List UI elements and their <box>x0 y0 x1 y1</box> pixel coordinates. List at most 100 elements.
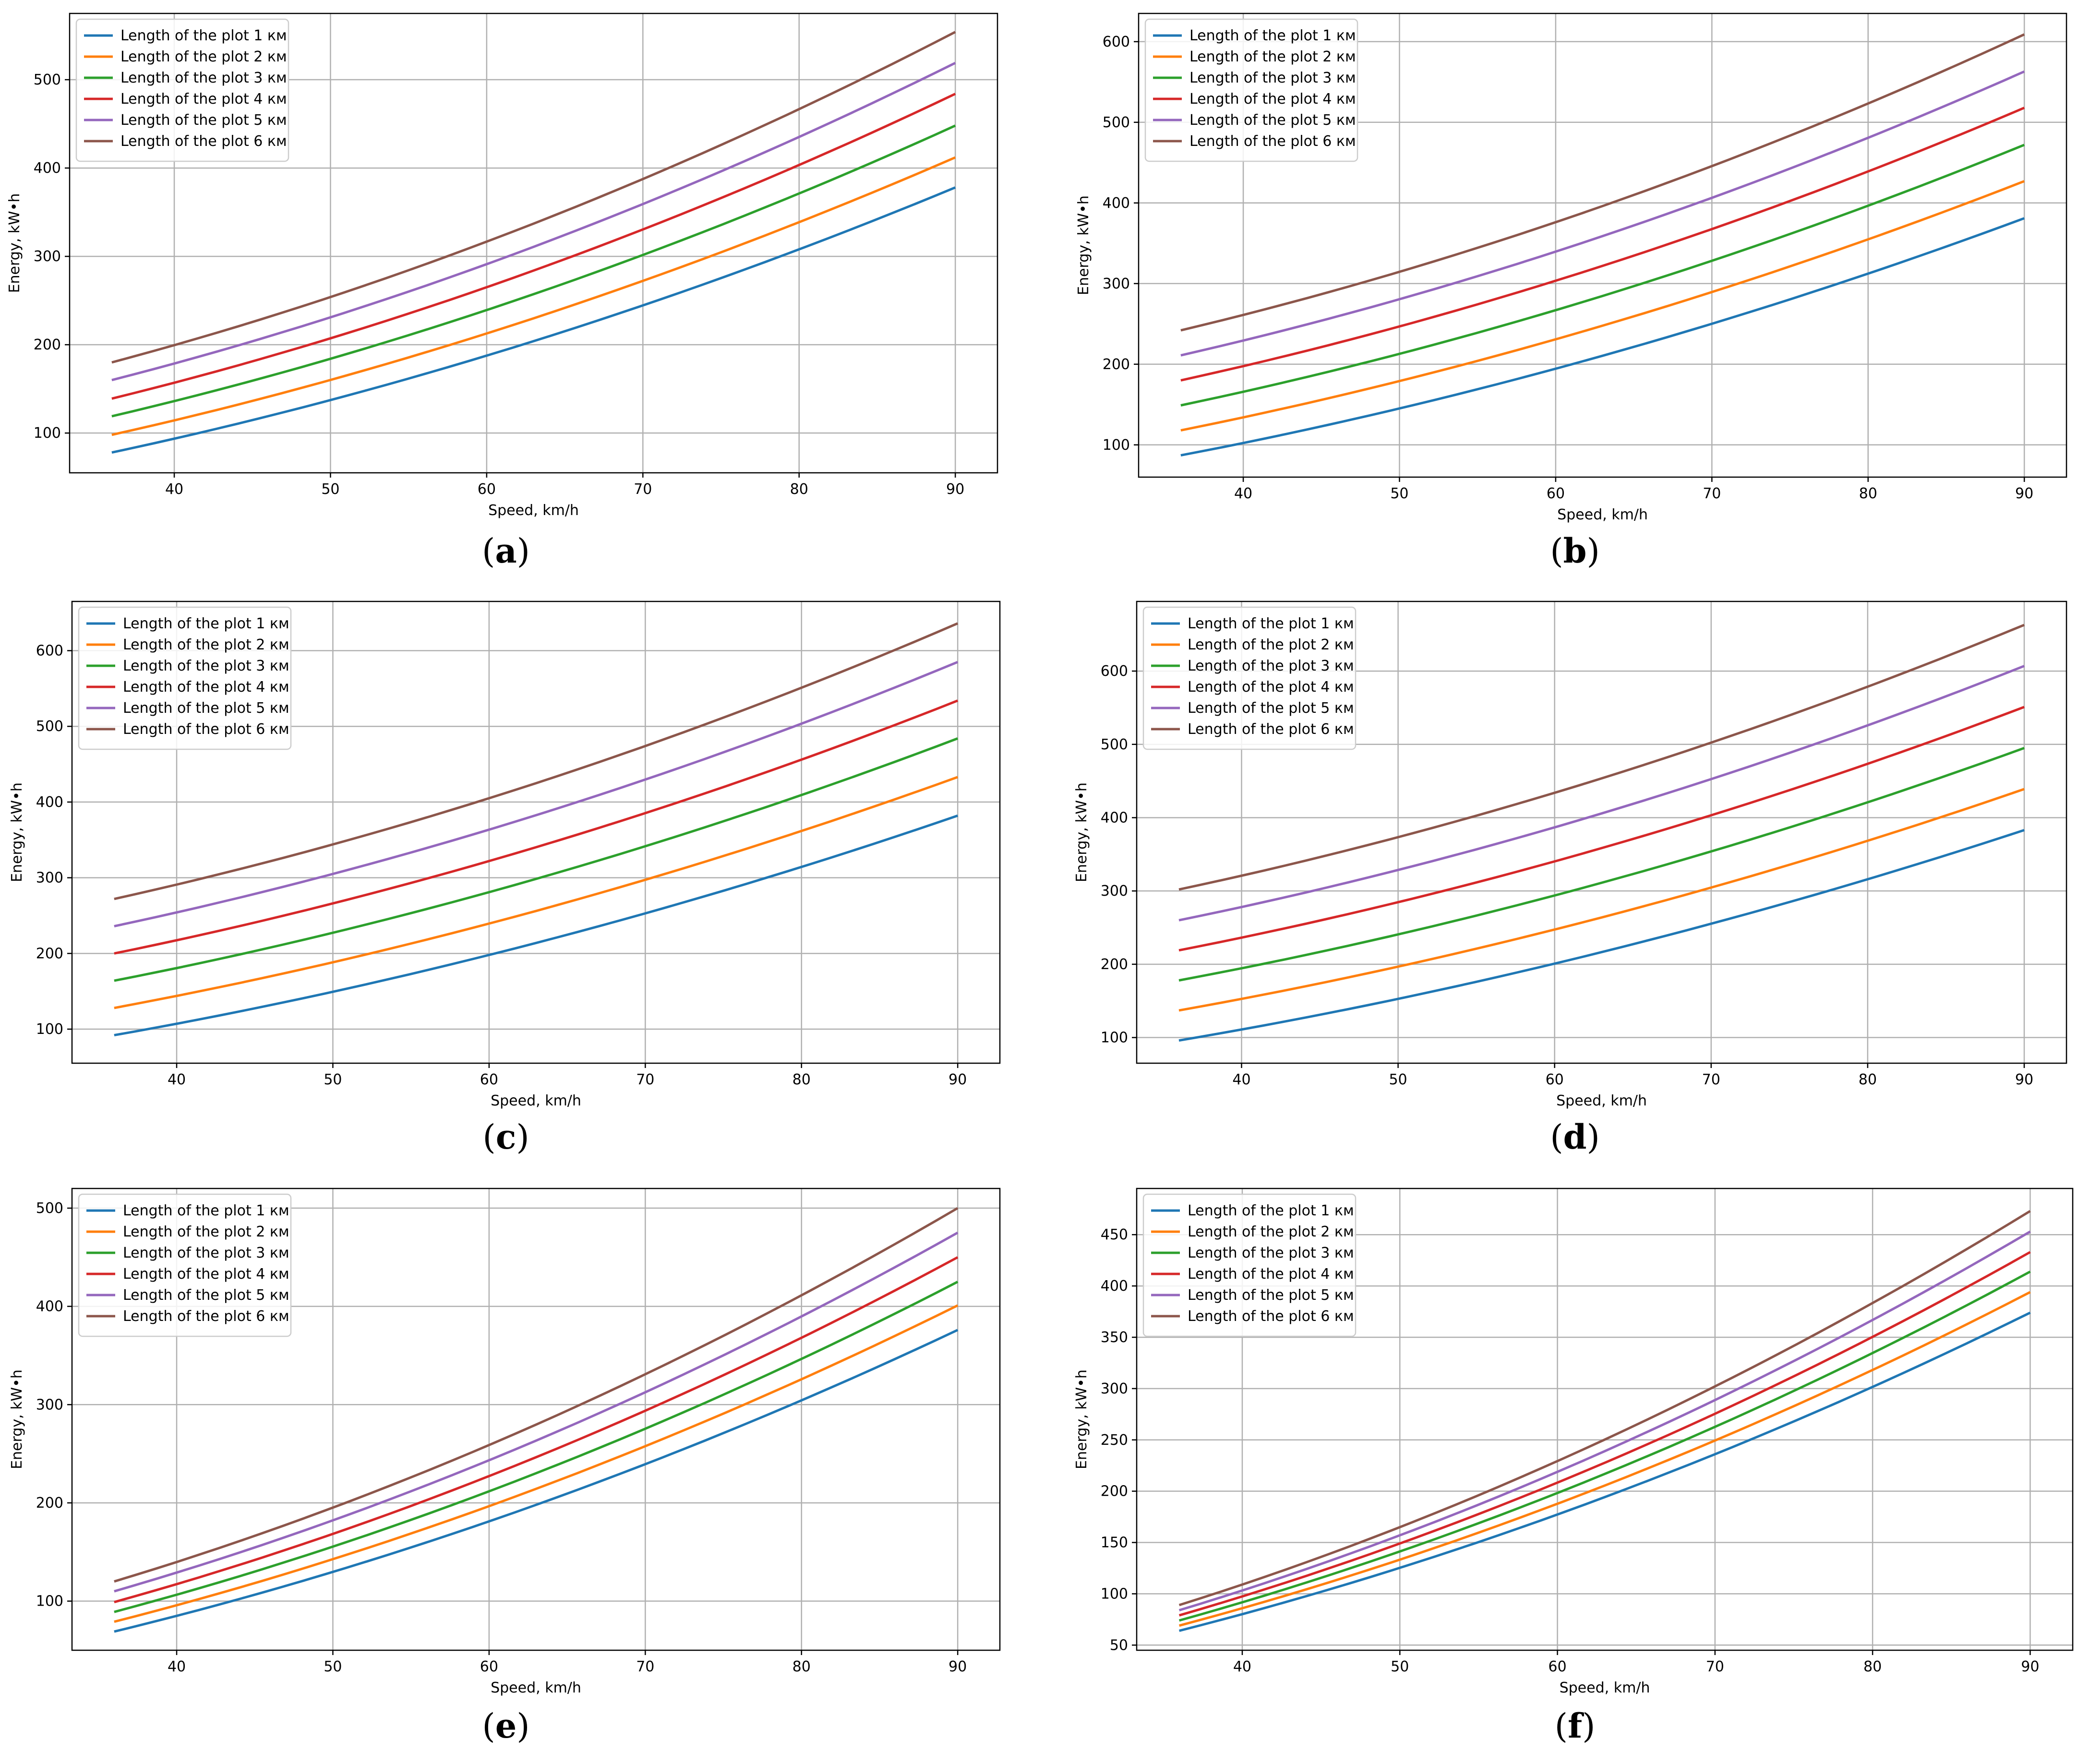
legend-entry-5: Length of the plot 5 км <box>1188 1287 1354 1304</box>
caption-open-paren: ( <box>482 531 495 571</box>
legend-box <box>75 18 289 162</box>
y-tick-label: 400 <box>1103 195 1130 212</box>
series-line-5 <box>114 1231 959 1593</box>
y-tick-label: 500 <box>36 718 63 735</box>
y-tick-label: 200 <box>36 1495 63 1512</box>
y-tick-label: 200 <box>34 336 61 353</box>
series-line-2 <box>1178 1291 2031 1627</box>
y-tick-label: 600 <box>36 643 63 660</box>
legend-entry-4: Length of the plot 4 км <box>123 1266 289 1283</box>
series-line-2 <box>1180 180 2025 432</box>
series-line-2 <box>114 1304 959 1623</box>
caption-close-paren: ) <box>517 531 530 571</box>
series-line-5 <box>114 660 959 928</box>
x-tick-label: 60 <box>480 1658 498 1675</box>
chart-panel-d: 40 50 60 70 80 90 100 200 300 400 500 600 Speed, km/… <box>1073 600 2067 1157</box>
series-line-2 <box>114 776 958 1009</box>
series-line-4 <box>1178 706 2025 952</box>
y-tick-label: 150 <box>1101 1535 1128 1551</box>
legend-entry-1: Length of the plot 1 км <box>1188 615 1354 632</box>
x-tick-label: 80 <box>793 1658 811 1675</box>
x-tick-label: 40 <box>1232 1071 1250 1088</box>
legend: Length of the plot 1 км Length of the plo… <box>1144 18 1358 162</box>
y-tick-label: 300 <box>1101 1380 1128 1397</box>
y-tick-label: 400 <box>1101 809 1128 826</box>
panel-caption: (b) <box>1550 531 1600 571</box>
series-line-3 <box>1178 1270 2031 1622</box>
x-tick-label: 70 <box>634 481 652 498</box>
series-line-2 <box>111 156 956 436</box>
series-line-5 <box>1178 1230 2031 1611</box>
legend-entry-1: Length of the plot 1 км <box>1188 1202 1354 1219</box>
x-axis-label: Speed, km/h <box>1557 506 1648 523</box>
y-axis-label: Energy, kW•h <box>1075 195 1092 295</box>
x-tick-label: 70 <box>636 1071 654 1088</box>
x-tick-label: 40 <box>168 1071 186 1088</box>
axes-frame <box>1138 12 2067 478</box>
legend-entry-2: Length of the plot 2 км <box>123 636 289 653</box>
axes-frame <box>71 600 1001 1064</box>
x-tick-label: 50 <box>1390 485 1408 502</box>
y-tick-label: 100 <box>34 425 61 442</box>
caption-letter: f <box>1568 1706 1584 1746</box>
legend-entry-4: Length of the plot 4 км <box>1188 1266 1354 1283</box>
x-tick-label: 50 <box>324 1658 342 1675</box>
x-tick-label: 70 <box>1702 1071 1720 1088</box>
legend-entry-6: Length of the plot 6 км <box>1188 1308 1354 1325</box>
series-line-5 <box>1180 70 2025 357</box>
y-tick-label: 300 <box>36 1396 63 1413</box>
series-line-1 <box>1180 217 2025 457</box>
caption-open-paren: ( <box>482 1117 495 1157</box>
panel-caption: (d) <box>1550 1117 1600 1157</box>
y-tick-label: 300 <box>1103 276 1130 292</box>
x-tick-label: 60 <box>1546 1071 1564 1088</box>
y-tick-label: 250 <box>1101 1432 1128 1449</box>
caption-letter: c <box>496 1117 516 1157</box>
legend-entry-6: Length of the plot 6 км <box>1188 721 1354 738</box>
series-line-4 <box>1180 107 2025 382</box>
x-axis-label: Speed, km/h <box>488 502 579 519</box>
chart-panel-f: 40 50 60 70 80 90 50 100 150 200 250 300 350 400 450 Sp… <box>1073 1188 2074 1746</box>
panel-caption: (c) <box>482 1117 529 1157</box>
legend: Length of the plot 1 км Length of the plo… <box>78 606 292 750</box>
x-tick-label: 50 <box>321 481 339 498</box>
legend-box <box>78 606 292 750</box>
x-tick-label: 70 <box>1703 485 1721 502</box>
legend-entry-5: Length of the plot 5 км <box>1189 112 1356 129</box>
legend: Length of the plot 1 км Length of the plo… <box>1142 606 1357 750</box>
y-tick-label: 50 <box>1110 1637 1128 1654</box>
y-axis-label: Energy, kW•h <box>1073 782 1090 882</box>
series-line-4 <box>111 93 956 400</box>
series-line-6 <box>114 1207 959 1583</box>
series-line-3 <box>114 737 958 982</box>
y-tick-label: 500 <box>1103 114 1130 131</box>
x-tick-label: 40 <box>1233 1658 1251 1675</box>
panel-caption: (a) <box>482 531 530 571</box>
series-line-3 <box>114 1281 959 1613</box>
x-tick-label: 50 <box>1389 1071 1407 1088</box>
y-tick-label: 400 <box>1101 1278 1128 1295</box>
y-axis-label: Energy, kW•h <box>9 1369 25 1469</box>
legend-entry-3: Length of the plot 3 км <box>123 658 289 674</box>
caption-letter: b <box>1563 531 1587 571</box>
x-axis-label: Speed, km/h <box>491 1680 581 1696</box>
series-line-6 <box>111 31 956 364</box>
x-tick-label: 70 <box>1706 1658 1724 1675</box>
series-line-3 <box>1178 747 2025 982</box>
legend-entry-1: Length of the plot 1 км <box>120 27 287 44</box>
caption-open-paren: ( <box>1550 531 1563 571</box>
y-tick-label: 400 <box>36 1298 63 1315</box>
x-tick-label: 60 <box>480 1071 498 1088</box>
caption-letter: a <box>495 531 516 571</box>
caption-open-paren: ( <box>482 1706 495 1746</box>
legend: Length of the plot 1 км Length of the plo… <box>75 18 289 162</box>
y-tick-label: 400 <box>36 794 63 811</box>
series-line-6 <box>1180 33 2025 332</box>
axes-frame <box>1136 1188 2074 1651</box>
series-line-1 <box>1178 1311 2031 1632</box>
legend-entry-2: Length of the plot 2 км <box>1188 636 1354 653</box>
legend-entry-6: Length of the plot 6 км <box>1189 133 1356 150</box>
y-tick-label: 100 <box>1101 1585 1128 1602</box>
panel-caption: (f) <box>1555 1706 1596 1746</box>
legend-entry-3: Length of the plot 3 км <box>1188 658 1354 674</box>
